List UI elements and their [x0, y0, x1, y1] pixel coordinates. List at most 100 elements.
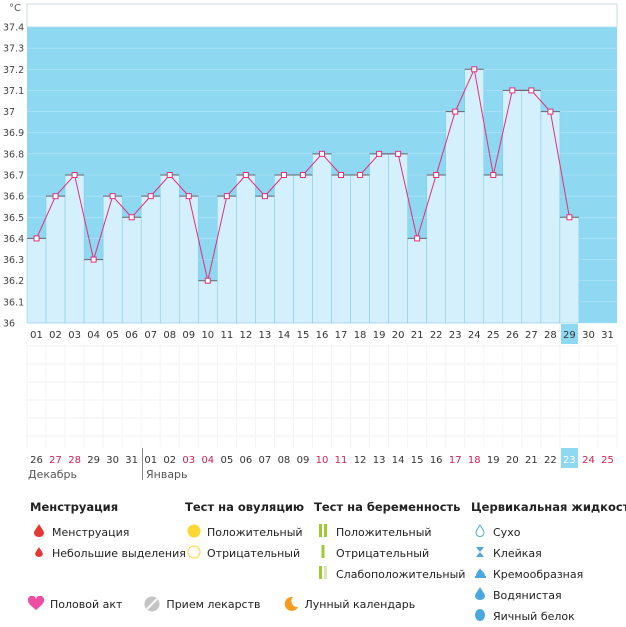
date-label: 21	[525, 455, 538, 466]
temperature-point	[528, 87, 535, 94]
today-day-highlight	[560, 324, 578, 344]
double-line-icon	[314, 524, 332, 541]
moon-icon	[283, 596, 299, 612]
unit-label: °C	[9, 3, 21, 14]
temperature-point	[223, 193, 230, 200]
date-label: 03	[182, 455, 195, 466]
temperature-bar	[45, 195, 66, 324]
temperature-bar	[350, 174, 370, 324]
cycle-day-label: 06	[125, 330, 138, 341]
date-label: 16	[430, 455, 443, 466]
date-label: 17	[449, 455, 462, 466]
legend-label: Кремообразная	[493, 568, 584, 581]
y-tick-label: 36.1	[3, 297, 24, 308]
legend-ovulation: Тест на овуляцию Положительный Отрицател…	[185, 500, 304, 564]
today-date-highlight	[560, 448, 578, 468]
circle-yellow-icon	[185, 524, 203, 542]
cycle-day-label: 12	[240, 330, 253, 341]
y-tick-label: 37.3	[3, 44, 24, 55]
date-label: 14	[392, 455, 405, 466]
temperature-bar	[83, 259, 104, 324]
cycle-day-label: 16	[316, 330, 329, 341]
legend-bottom-row: Половой акт Прием лекарств Лунный календ…	[27, 595, 437, 612]
temperature-point	[109, 193, 116, 200]
watery-drop-icon	[471, 587, 489, 604]
legend-title: Тест на беременность	[314, 500, 461, 514]
legend-item-moon: Лунный календарь	[283, 596, 415, 612]
legend-title: Цервикальная жидкость	[471, 500, 626, 514]
temperature-bar	[331, 174, 351, 324]
temperature-point	[261, 193, 268, 200]
date-label: 31	[125, 455, 138, 466]
temperature-point	[52, 193, 59, 200]
temperature-point	[33, 235, 40, 242]
legend-label: Слабоположительный	[336, 568, 466, 581]
cycle-day-label: 03	[68, 330, 81, 341]
date-label: 11	[335, 455, 348, 466]
legend-item-dry: Сухо	[471, 522, 626, 543]
legend-label: Яичный белок	[493, 610, 575, 623]
temperature-point	[395, 150, 402, 157]
legend-label: Водянистая	[493, 589, 562, 602]
legend-item-intercourse: Половой акт	[27, 595, 122, 612]
temperature-bar	[559, 217, 580, 324]
date-label: 25	[601, 455, 614, 466]
temperature-bar	[521, 90, 542, 324]
date-label: 24	[582, 455, 595, 466]
date-label: 09	[297, 455, 310, 466]
legend-item-pregnancy-faint: Слабоположительный	[314, 564, 465, 585]
date-label: 19	[487, 455, 500, 466]
temperature-bar	[159, 174, 180, 324]
cycle-day-label: 05	[106, 330, 119, 341]
cycle-day-label: 30	[582, 330, 595, 341]
legend-label: Небольшие выделения	[52, 547, 186, 560]
chart-top-frame	[26, 3, 618, 28]
cycle-day-label: 02	[49, 330, 62, 341]
legend-label: Положительный	[336, 526, 432, 539]
temperature-point	[166, 172, 173, 178]
legend-item-ovulation-negative: Отрицательный	[185, 543, 304, 564]
date-label: 04	[201, 455, 214, 466]
legend-label: Прием лекарств	[166, 597, 261, 611]
legend-item-spotting: Небольшие выделения	[30, 543, 186, 564]
cycle-day-label: 25	[487, 330, 500, 341]
temperature-bar	[140, 195, 161, 324]
temperature-bar	[236, 174, 256, 324]
temperature-bar	[407, 238, 427, 324]
legend-label: Отрицательный	[207, 547, 301, 560]
legend-item-ovulation-positive: Положительный	[185, 522, 304, 543]
date-label: 02	[163, 455, 176, 466]
cycle-day-label: 07	[144, 330, 157, 341]
cycle-day-label: 31	[601, 330, 614, 341]
date-label: 30	[106, 455, 119, 466]
legend-pregnancy: Тест на беременность Положительный Отриц…	[314, 500, 465, 585]
legend-label: Менструация	[52, 526, 130, 539]
temperature-point	[433, 172, 440, 178]
legend-item-pregnancy-positive: Положительный	[314, 522, 465, 543]
y-tick-label: 36.4	[3, 234, 24, 245]
month-label-january: Январь	[146, 468, 188, 481]
cycle-day-label: 08	[163, 330, 176, 341]
y-tick-label: 37	[3, 107, 15, 118]
temperature-bar	[388, 153, 408, 324]
temperature-bar	[121, 217, 142, 324]
temperature-point	[280, 172, 287, 178]
temperature-bar	[274, 174, 294, 324]
cycle-day-label: 29	[563, 330, 576, 341]
temperature-bar	[255, 195, 275, 324]
date-label: 13	[373, 455, 386, 466]
temperature-bar	[312, 153, 332, 324]
cycle-day-label: 24	[468, 330, 481, 341]
temperature-point	[376, 150, 383, 157]
legend-item-creamy: Кремообразная	[471, 564, 626, 585]
y-tick-label: 36.8	[3, 149, 24, 160]
date-label: 18	[468, 455, 481, 466]
legend-item-medication: Прием лекарств	[144, 596, 261, 612]
sticky-icon	[471, 546, 489, 562]
y-tick-label: 37.2	[3, 65, 24, 76]
y-tick-label: 36.6	[3, 192, 24, 203]
cycle-day-label: 04	[87, 330, 100, 341]
y-tick-label: 37.1	[3, 86, 24, 97]
temperature-bar	[198, 280, 218, 324]
cycle-day-label: 26	[506, 330, 519, 341]
